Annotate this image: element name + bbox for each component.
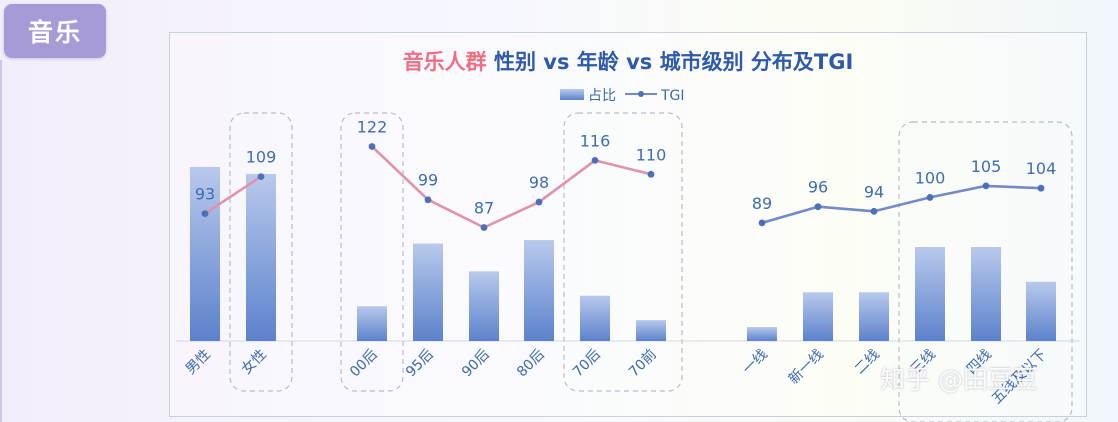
bar-00后 [357, 306, 387, 341]
legend-bar-swatch [560, 89, 584, 100]
highlight-box-00后 [340, 112, 404, 392]
bar-女性 [246, 173, 276, 341]
legend-line-label: TGI [660, 88, 685, 104]
bar-五线及以下 [1026, 281, 1056, 341]
tgi-label-新一线: 96 [808, 178, 828, 197]
x-tick-90后: 90后 [459, 347, 493, 381]
bar-70后 [580, 295, 610, 341]
tgi-label-90后: 87 [474, 199, 494, 218]
bar-95后 [413, 243, 443, 341]
tgi-label-女性: 109 [246, 148, 277, 167]
legend-bar-label: 占比 [588, 88, 616, 104]
highlight-layer [229, 112, 1073, 422]
chart-title: 音乐人群 性别 vs 年龄 vs 城市级别 分布及TGI [169, 46, 1087, 76]
tgi-point-女性 [257, 173, 265, 181]
tgi-point-70前 [647, 170, 655, 178]
x-tick-70前: 70前 [625, 346, 660, 381]
tgi-line-city [760, 184, 1043, 225]
highlight-box-三线 [898, 121, 1073, 422]
bar-新一线 [803, 292, 833, 341]
tgi-point-二线 [870, 207, 878, 215]
tgi-point-五线及以下 [1037, 184, 1045, 192]
chart-title-main: 性别 vs 年龄 vs 城市级别 分布及TGI [494, 50, 854, 74]
tgi-label-三线: 100 [915, 168, 946, 187]
tgi-point-90后 [480, 224, 488, 231]
tgi-label-00后: 122 [357, 118, 388, 137]
watermark: 知乎 @田豆豆 [880, 365, 1038, 394]
tgi-label-一线: 89 [752, 194, 772, 213]
chart-title-accent: 音乐人群 [402, 50, 487, 74]
highlight-box-女性 [229, 112, 293, 392]
tgi-label-二线: 94 [864, 182, 884, 201]
tgi-label-95后: 99 [418, 171, 438, 190]
tgi-point-80后 [535, 198, 543, 206]
tgi-point-00后 [368, 143, 376, 150]
lines-layer [201, 143, 1045, 231]
tgi-label-70后: 116 [580, 131, 611, 150]
bar-70前 [636, 320, 666, 341]
tgi-point-一线 [758, 219, 766, 227]
legend-line-marker [638, 91, 644, 97]
tgi-point-男性 [201, 210, 209, 218]
x-tick-70后: 70后 [570, 347, 604, 381]
bars-layer [190, 166, 1056, 341]
bar-四线 [971, 247, 1001, 341]
left-divider [0, 60, 2, 422]
tgi-label-80后: 98 [529, 173, 549, 192]
tgi-point-95后 [424, 196, 432, 204]
legend: 占比 TGI [560, 88, 685, 104]
highlight-box-70后 [563, 112, 683, 392]
section-tag: 音乐 [4, 4, 106, 58]
x-tick-二线: 二线 [852, 347, 883, 378]
bar-二线 [859, 292, 889, 341]
chart-panel [169, 32, 1087, 417]
bar-男性 [190, 166, 220, 341]
tgi-label-70前: 110 [636, 145, 667, 164]
labels-layer: 93 109 122 99 87 98 116 110 89 96 94 100 105 104 [195, 118, 1056, 218]
x-tick-新一线: 新一线 [786, 347, 827, 388]
tgi-line-gender [203, 175, 263, 215]
tgi-point-70后 [591, 157, 599, 164]
bar-一线 [747, 327, 777, 341]
tgi-point-三线 [926, 194, 934, 201]
bar-90后 [469, 271, 499, 341]
x-tick-95后: 95后 [403, 347, 437, 381]
x-tick-男性: 男性 [183, 347, 214, 378]
bar-80后 [524, 240, 554, 341]
bar-三线 [915, 247, 945, 341]
tgi-label-男性: 93 [195, 185, 215, 204]
tgi-line-age [370, 145, 653, 229]
x-tick-00后: 00后 [347, 347, 381, 381]
x-tick-一线: 一线 [740, 347, 771, 378]
x-tick-80后: 80后 [514, 347, 548, 381]
x-tick-女性: 女性 [238, 346, 270, 378]
tgi-point-四线 [982, 182, 990, 190]
tgi-label-四线: 105 [971, 157, 1002, 176]
tgi-point-新一线 [814, 203, 822, 211]
tgi-label-五线及以下: 104 [1026, 159, 1057, 178]
